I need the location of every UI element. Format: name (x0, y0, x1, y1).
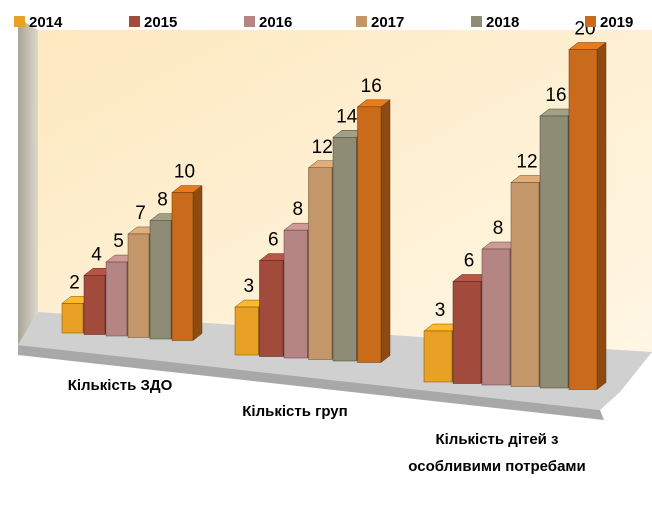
bar-front (481, 248, 511, 386)
legend-swatch (14, 16, 25, 27)
data-label: 3 (435, 300, 446, 321)
data-label: 6 (268, 230, 279, 251)
bar-front (234, 306, 259, 356)
bar (481, 241, 520, 386)
data-label: 12 (516, 152, 537, 173)
data-label: 8 (292, 199, 303, 220)
bar-front (61, 303, 84, 334)
bar-front (539, 115, 569, 389)
bar-front (510, 182, 540, 387)
legend-swatch (471, 16, 482, 27)
bar (568, 41, 607, 391)
legend-swatch (585, 16, 596, 27)
category-label: Кількість дітей з особливими потребами (408, 431, 586, 475)
legend-label: 2014 (29, 14, 63, 31)
bar-front (149, 220, 172, 340)
data-label: 14 (336, 106, 358, 127)
data-label: 5 (113, 231, 124, 252)
legend-label: 2016 (259, 14, 292, 31)
bar-front (357, 106, 382, 363)
data-label: 7 (135, 203, 146, 224)
bar-front (105, 261, 128, 337)
bar-front (423, 330, 453, 383)
data-label: 12 (312, 137, 333, 158)
bar-front (283, 229, 308, 359)
legend-swatch (244, 16, 255, 27)
legend-label: 2019 (600, 14, 633, 31)
category-label: Кількість груп (242, 403, 348, 420)
data-label: 10 (174, 162, 195, 183)
bar-front (332, 137, 357, 362)
data-label: 3 (243, 276, 254, 297)
bar-front (259, 260, 284, 357)
bar-side (596, 41, 607, 391)
data-label: 8 (157, 190, 168, 211)
bar-side (192, 185, 203, 342)
data-label: 8 (493, 218, 504, 239)
bar (356, 99, 391, 364)
legend-label: 2018 (486, 14, 519, 31)
bar-front (568, 49, 598, 390)
data-label: 4 (91, 244, 102, 265)
legend-label: 2015 (144, 14, 177, 31)
legend-swatch (356, 16, 367, 27)
bar-side (380, 99, 391, 364)
legend: 2014 2015 2016 2017 2018 2019 (14, 14, 633, 31)
category-label: Кількість ЗДО (67, 377, 173, 394)
data-label: 16 (545, 85, 566, 106)
bar-front (171, 192, 194, 341)
bar-front (308, 167, 333, 360)
floor-edge (18, 345, 604, 420)
bar (171, 185, 203, 342)
bar-front (452, 281, 482, 384)
data-label: 6 (464, 251, 475, 272)
side-wall (18, 18, 38, 345)
legend-label: 2017 (371, 14, 404, 31)
legend-swatch (129, 16, 140, 27)
data-label: 2 (69, 272, 80, 293)
bar-front (83, 275, 106, 335)
data-label: 16 (361, 76, 382, 97)
bar-front (127, 233, 150, 338)
